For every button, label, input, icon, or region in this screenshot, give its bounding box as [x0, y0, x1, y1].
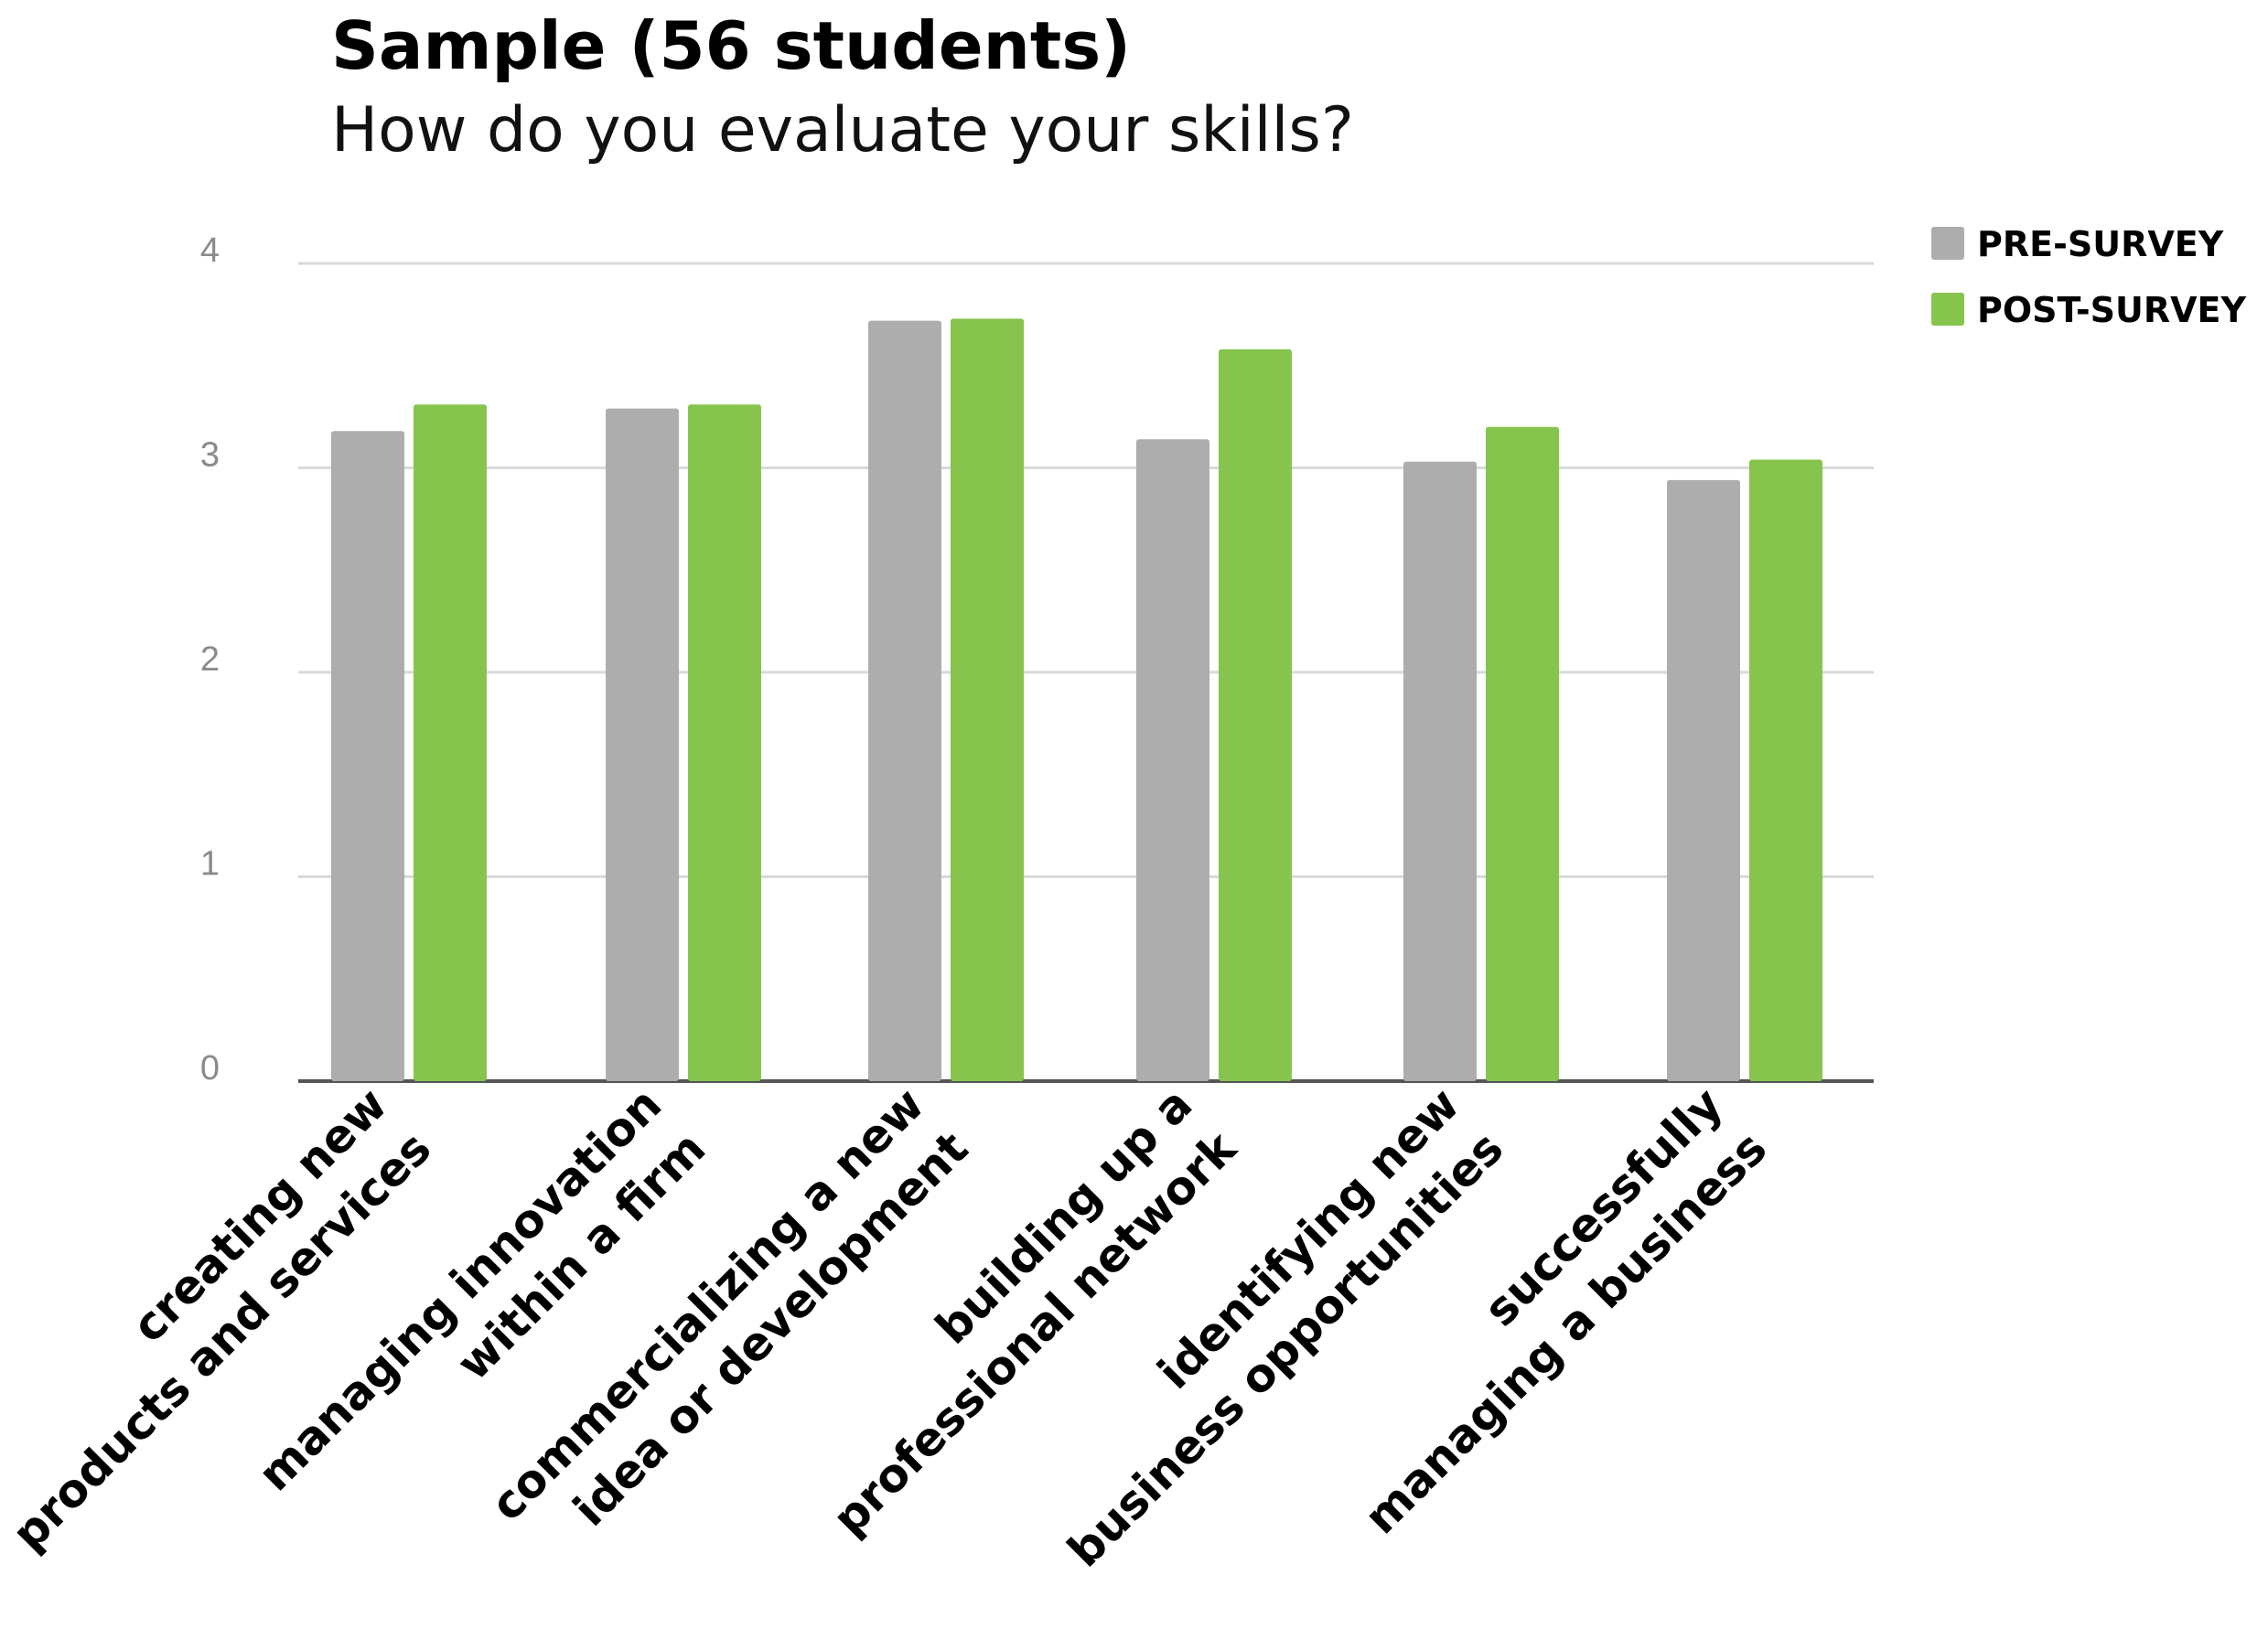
bar-pre-survey-1	[606, 408, 679, 1081]
legend-swatch	[1931, 293, 1964, 326]
chart-title: Sample (56 students)	[331, 7, 1131, 84]
legend-label: POST-SURVEY	[1977, 290, 2246, 330]
bar-post-survey-1	[688, 404, 761, 1082]
legend-label: PRE-SURVEY	[1977, 224, 2224, 264]
bar-pre-survey-3	[1136, 439, 1209, 1082]
bar-post-survey-2	[951, 318, 1024, 1082]
bar-pre-survey-4	[1403, 461, 1477, 1081]
bar-post-survey-5	[1749, 459, 1822, 1081]
legend: PRE-SURVEY POST-SURVEY	[1931, 224, 2246, 330]
y-tick-label: 3	[200, 436, 220, 475]
bar-post-survey-3	[1219, 348, 1292, 1081]
y-tick-label: 2	[200, 640, 220, 679]
bar-pre-survey-5	[1667, 479, 1740, 1081]
y-tick-label: 4	[200, 231, 220, 270]
bars-layer	[331, 318, 1822, 1082]
bar-pre-survey-0	[331, 431, 404, 1081]
bar-pre-survey-2	[868, 320, 941, 1082]
legend-swatch	[1931, 227, 1964, 260]
grid-layer: 0 1 2 3 4	[200, 231, 1874, 1088]
bar-post-survey-0	[414, 404, 487, 1082]
y-tick-label: 0	[200, 1049, 220, 1088]
chart-subtitle: How do you evaluate your skills?	[331, 94, 1354, 166]
bar-post-survey-4	[1486, 426, 1559, 1081]
y-tick-label: 1	[200, 845, 220, 884]
